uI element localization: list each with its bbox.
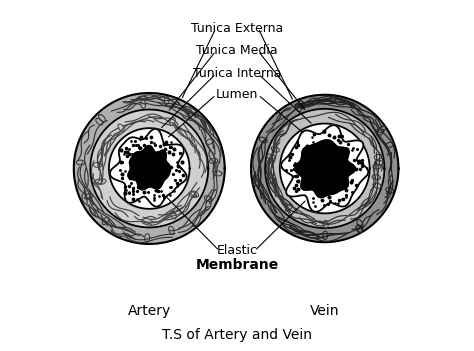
Polygon shape [265,109,384,228]
Text: T.S of Artery and Vein: T.S of Artery and Vein [162,328,312,342]
Polygon shape [74,93,225,244]
Polygon shape [128,146,171,190]
Text: Tunica Media: Tunica Media [196,44,278,58]
Text: Membrane: Membrane [195,258,279,272]
Polygon shape [281,125,368,212]
Text: Tunica Interna: Tunica Interna [193,67,281,80]
Polygon shape [251,95,399,242]
Polygon shape [109,128,190,209]
Polygon shape [90,110,208,227]
Text: Artery: Artery [128,304,171,318]
Polygon shape [280,124,370,213]
Text: Tunica Externa: Tunica Externa [191,21,283,35]
Text: Elastic: Elastic [217,244,257,258]
Text: Vein: Vein [310,304,339,318]
Polygon shape [295,140,356,198]
Text: Lumen: Lumen [216,88,258,101]
Polygon shape [110,129,187,207]
